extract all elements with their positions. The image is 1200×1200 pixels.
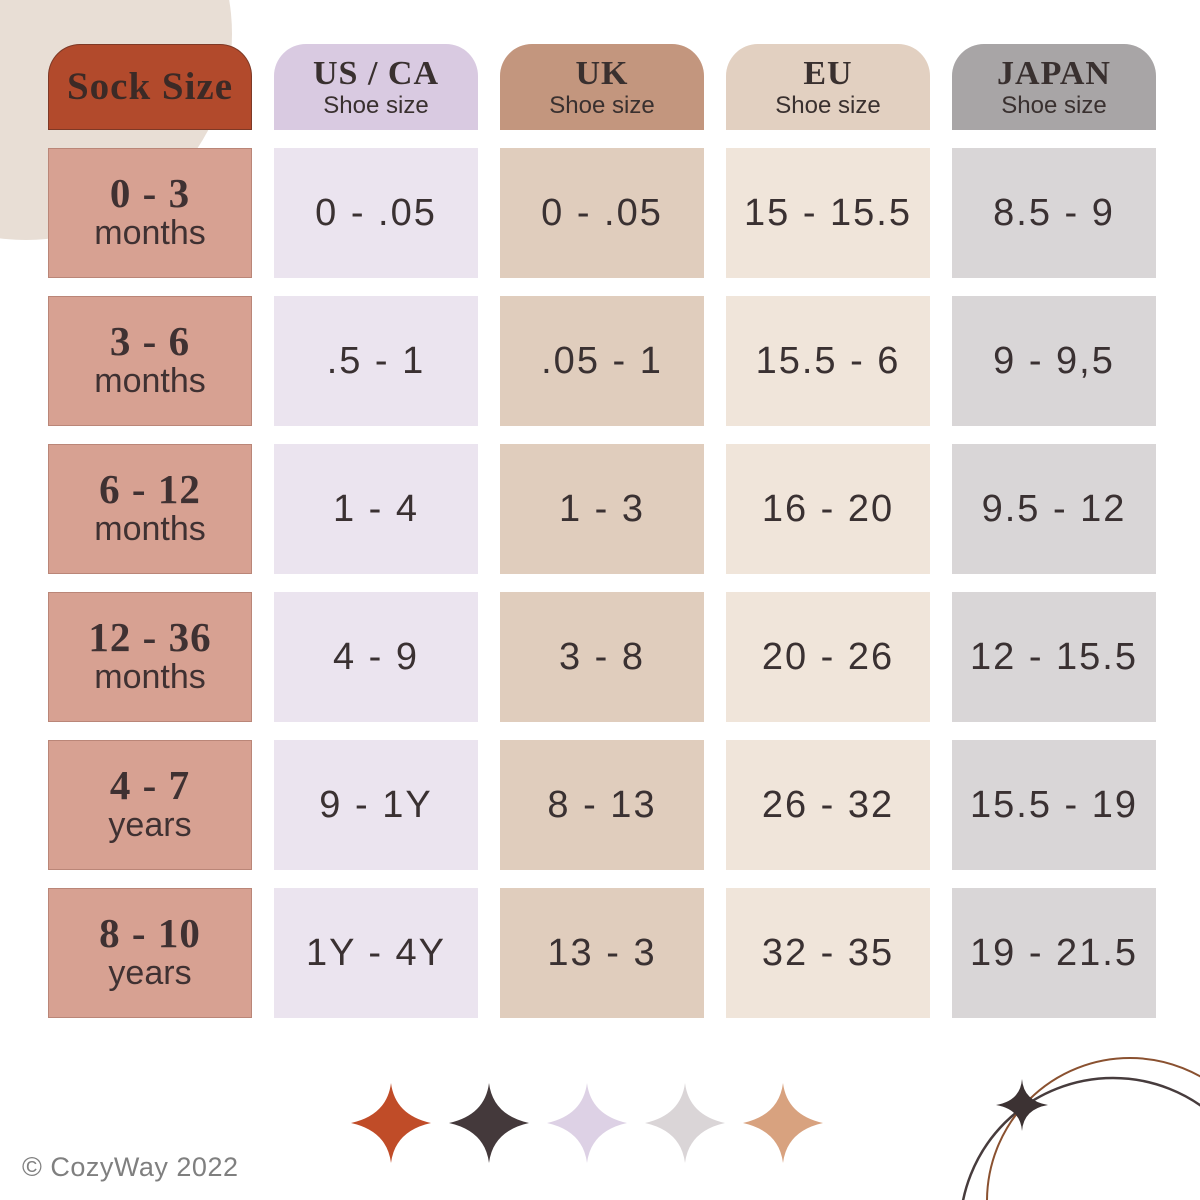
age-range: 3 - 6: [109, 317, 191, 364]
age-unit: years: [108, 953, 192, 992]
age-range: 12 - 36: [88, 613, 212, 660]
header-japan-sublabel: Shoe size: [1001, 92, 1107, 120]
age-unit: months: [94, 657, 206, 696]
sparkle-star-rust: [351, 1083, 431, 1163]
uk-size-cell: 8 - 13: [500, 740, 704, 870]
age-unit: months: [94, 213, 206, 252]
uk-size-cell: 13 - 3: [500, 888, 704, 1018]
header-us-ca-sublabel: Shoe size: [323, 92, 429, 120]
header-japan: JAPAN Shoe size: [952, 44, 1156, 130]
us-ca-size-cell: 4 - 9: [274, 592, 478, 722]
japan-size-cell: 9 - 9,5: [952, 296, 1156, 426]
uk-size-cell: 1 - 3: [500, 444, 704, 574]
sparkle-star-icon: [351, 1083, 431, 1163]
eu-size-cell: 15 - 15.5: [726, 148, 930, 278]
us-ca-size-cell: 0 - .05: [274, 148, 478, 278]
sparkle-star-icon: [743, 1083, 823, 1163]
uk-size-cell: .05 - 1: [500, 296, 704, 426]
eu-size-cell: 16 - 20: [726, 444, 930, 574]
header-uk-sublabel: Shoe size: [549, 92, 655, 120]
age-range: 8 - 10: [99, 909, 201, 956]
header-eu-sublabel: Shoe size: [775, 92, 881, 120]
age-unit: years: [108, 805, 192, 844]
eu-size-cell: 15.5 - 6: [726, 296, 930, 426]
header-japan-label: JAPAN: [997, 54, 1111, 92]
header-us-ca: US / CA Shoe size: [274, 44, 478, 130]
us-ca-size-cell: 1Y - 4Y: [274, 888, 478, 1018]
eu-size-cell: 20 - 26: [726, 592, 930, 722]
header-uk: UK Shoe size: [500, 44, 704, 130]
row-label-6-12-months: 6 - 12 months: [48, 444, 252, 574]
header-sock-size: Sock Size: [48, 44, 252, 130]
decor-circle-dark: [961, 1076, 1200, 1200]
sparkle-star-row: [351, 1081, 823, 1165]
decor-circle-rust: [986, 1057, 1200, 1200]
header-sock-size-label: Sock Size: [66, 64, 234, 108]
header-uk-label: UK: [575, 54, 629, 92]
japan-size-cell: 9.5 - 12: [952, 444, 1156, 574]
row-label-4-7-years: 4 - 7 years: [48, 740, 252, 870]
uk-size-cell: 0 - .05: [500, 148, 704, 278]
copyright-text: © CozyWay 2022: [22, 1152, 239, 1182]
age-range: 0 - 3: [109, 169, 191, 216]
us-ca-size-cell: .5 - 1: [274, 296, 478, 426]
decor-sparkle-icon: [996, 1079, 1048, 1131]
sparkle-star-icon: [449, 1083, 529, 1163]
sparkle-star-gray: [645, 1083, 725, 1163]
us-ca-size-cell: 9 - 1Y: [274, 740, 478, 870]
row-label-12-36-months: 12 - 36 months: [48, 592, 252, 722]
age-unit: months: [94, 361, 206, 400]
row-label-8-10-years: 8 - 10 years: [48, 888, 252, 1018]
sparkle-star-charcoal: [449, 1083, 529, 1163]
uk-size-cell: 3 - 8: [500, 592, 704, 722]
sock-size-table: Sock Size US / CA Shoe size UK Shoe size…: [48, 44, 1156, 1018]
sparkle-star-lilac: [547, 1083, 627, 1163]
age-range: 6 - 12: [99, 465, 201, 512]
japan-size-cell: 8.5 - 9: [952, 148, 1156, 278]
age-range: 4 - 7: [109, 761, 191, 808]
eu-size-cell: 32 - 35: [726, 888, 930, 1018]
row-label-0-3-months: 0 - 3 months: [48, 148, 252, 278]
sparkle-star-tan: [743, 1083, 823, 1163]
eu-size-cell: 26 - 32: [726, 740, 930, 870]
corner-circles-decoration: [961, 1057, 1200, 1200]
age-unit: months: [94, 509, 206, 548]
header-eu: EU Shoe size: [726, 44, 930, 130]
header-us-ca-label: US / CA: [312, 54, 440, 92]
header-eu-label: EU: [803, 54, 853, 92]
sparkle-star-icon: [645, 1083, 725, 1163]
japan-size-cell: 19 - 21.5: [952, 888, 1156, 1018]
us-ca-size-cell: 1 - 4: [274, 444, 478, 574]
japan-size-cell: 12 - 15.5: [952, 592, 1156, 722]
japan-size-cell: 15.5 - 19: [952, 740, 1156, 870]
row-label-3-6-months: 3 - 6 months: [48, 296, 252, 426]
sparkle-star-icon: [547, 1083, 627, 1163]
